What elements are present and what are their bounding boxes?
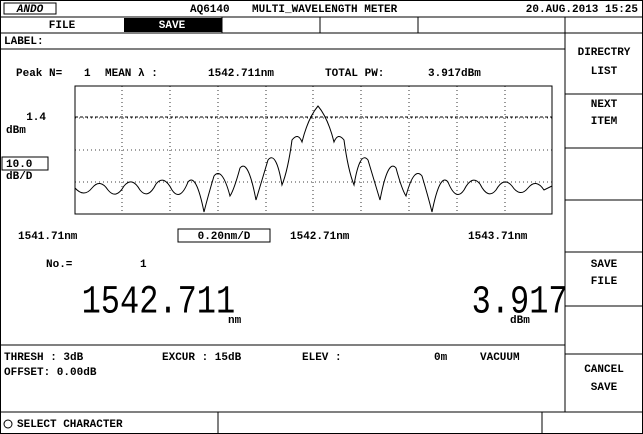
plot-frame — [74, 85, 553, 215]
x-center: 1542.71nm — [290, 231, 350, 243]
footer-hint: SELECT CHARACTER — [17, 419, 123, 431]
softkey-label[interactable]: SAVE — [591, 259, 618, 271]
menu-item[interactable]: SAVE — [159, 20, 186, 32]
elev: ELEV : — [302, 352, 342, 364]
power: 3.917 — [472, 279, 568, 324]
menu-item[interactable]: FILE — [49, 20, 76, 32]
mean: 1542.711nm — [208, 68, 274, 80]
thresh: THRESH : 3dB — [4, 352, 84, 364]
mode: MULTI_WAVELENGTH METER — [252, 4, 398, 16]
mean-label: MEAN λ : — [105, 68, 158, 80]
softkey-panel — [564, 17, 643, 412]
brand: ANDO — [16, 4, 44, 16]
logo-box — [3, 2, 57, 15]
offset: OFFSET: 0.00dB — [4, 367, 97, 379]
elev-value: 0m — [434, 352, 448, 364]
medium: VACUUM — [480, 352, 520, 364]
wavelength-unit: nm — [228, 315, 242, 327]
no-label: No.= — [46, 259, 73, 271]
x-span: 0.20nm/D — [198, 231, 251, 243]
menu-active — [124, 18, 222, 32]
spectrum-trace — [74, 105, 553, 213]
power-unit: dBm — [510, 315, 530, 327]
total-label: TOTAL PW: — [325, 68, 384, 80]
scale: 10.0 — [6, 159, 32, 171]
softkey-label[interactable]: NEXT — [591, 99, 618, 111]
plot-grid — [75, 86, 552, 214]
datetime: 20.AUG.2013 15:25 — [526, 4, 639, 16]
softkey-label[interactable]: LIST — [591, 66, 618, 78]
model: AQ6140 — [190, 4, 230, 16]
peak-n: 1 — [84, 68, 91, 80]
softkey-label[interactable]: SAVE — [591, 382, 618, 394]
span-box — [177, 228, 271, 243]
softkey-label[interactable]: ITEM — [591, 116, 618, 128]
knob-icon — [3, 419, 13, 429]
x-end: 1543.71nm — [468, 231, 528, 243]
ref-unit: dBm — [6, 125, 26, 137]
no: 1 — [140, 259, 147, 271]
label: LABEL: — [4, 36, 44, 48]
scale-unit: dB/D — [6, 171, 33, 183]
wavelength: 1542.711 — [82, 279, 236, 324]
ref-level: 1.4 — [26, 112, 46, 124]
softkey-label[interactable]: DIRECTRY — [578, 47, 631, 59]
total: 3.917dBm — [428, 68, 481, 80]
peak-label: Peak N= — [16, 68, 63, 80]
excur: EXCUR : 15dB — [162, 352, 242, 364]
scale-box — [1, 156, 49, 171]
x-start: 1541.71nm — [18, 231, 78, 243]
softkey-label[interactable]: FILE — [591, 276, 618, 288]
softkey-label[interactable]: CANCEL — [584, 364, 624, 376]
